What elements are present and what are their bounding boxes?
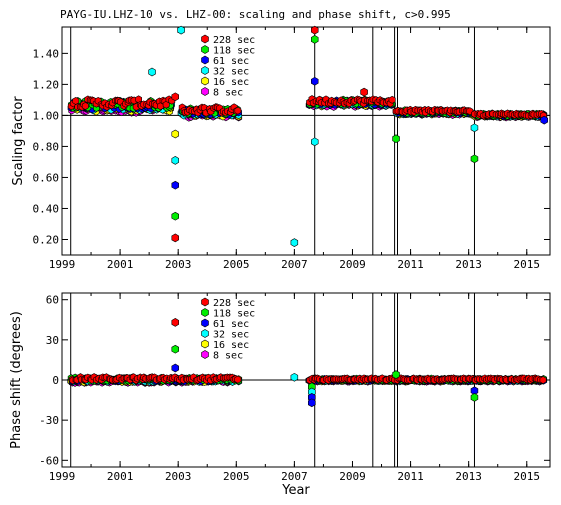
- legend-marker: [201, 329, 209, 338]
- y-tick-label: -60: [39, 454, 59, 467]
- outlier-point: [310, 137, 319, 147]
- outlier-point: [171, 233, 179, 243]
- legend-label: 61 sec: [213, 319, 249, 330]
- legend-marker: [201, 87, 209, 96]
- legend-label: 118 sec: [213, 309, 255, 320]
- outlier-point: [171, 129, 179, 139]
- outlier-point: [148, 67, 156, 77]
- y-axis-title: Phase shift (degrees): [9, 311, 24, 449]
- outlier-point: [307, 398, 316, 408]
- x-tick-label: 2015: [514, 470, 541, 483]
- legend-marker: [201, 350, 209, 359]
- outlier-point: [171, 363, 179, 373]
- legend-label: 8 sec: [213, 88, 243, 99]
- y-axis-title: Scaling factor: [11, 96, 26, 186]
- data-point: [234, 375, 242, 384]
- outlier-point: [470, 154, 479, 164]
- x-tick-label: 2009: [339, 470, 366, 483]
- y-tick-label: 1.00: [33, 109, 60, 122]
- outlier-point: [310, 25, 319, 35]
- outlier-point: [290, 238, 299, 247]
- y-tick-label: 30: [46, 334, 59, 347]
- chart-title: PAYG-IU.LHZ-10 vs. LHZ-00: scaling and p…: [60, 8, 451, 21]
- legend-marker: [201, 318, 209, 328]
- x-tick-label: 2005: [223, 258, 250, 271]
- outlier-point: [171, 211, 179, 221]
- plot-frame: [61, 26, 551, 256]
- x-tick-label: 2011: [397, 470, 424, 483]
- phase-shift-panel: 1999 2001 2003 2005 2007 2009 2011 2013 2015 -60 -…: [9, 292, 551, 498]
- x-tick-label: 2011: [397, 258, 424, 271]
- legend-label: 32 sec: [213, 67, 249, 78]
- x-tick-label: 2013: [455, 258, 482, 271]
- legend-label: 118 sec: [213, 46, 255, 57]
- x-tick-label: 2001: [107, 470, 134, 483]
- data-point: [81, 102, 89, 110]
- outlier-point: [360, 87, 368, 97]
- outlier-point: [171, 156, 179, 165]
- outlier-point: [470, 393, 479, 402]
- x-tick-label: 2005: [223, 470, 250, 483]
- y-tick-label: 0.80: [33, 140, 60, 153]
- legend-label: 228 sec: [213, 298, 255, 309]
- x-tick-label: 2009: [339, 258, 366, 271]
- outlier-point: [310, 35, 319, 44]
- outlier-point: [177, 25, 185, 35]
- data-point: [539, 376, 547, 384]
- x-tick-label: 2015: [514, 258, 541, 271]
- y-tick-label: 1.20: [33, 78, 60, 91]
- legend-marker: [201, 66, 209, 75]
- legend-label: 61 sec: [213, 56, 249, 67]
- outlier-point: [290, 372, 299, 382]
- outlier-point: [171, 92, 179, 102]
- y-tick-label: -30: [39, 414, 59, 427]
- outlier-point: [171, 318, 179, 327]
- outlier-point: [392, 134, 400, 144]
- y-tick-label: 1.40: [33, 47, 60, 60]
- data-point: [234, 106, 242, 115]
- outlier-point: [540, 115, 549, 125]
- data-point: [388, 95, 396, 104]
- legend-marker: [201, 308, 209, 317]
- x-tick-label: 2007: [281, 470, 308, 483]
- outlier-point: [171, 344, 179, 354]
- legend-marker: [201, 45, 209, 54]
- outlier-point: [171, 180, 179, 190]
- legend-marker: [201, 55, 209, 65]
- legend-label: 228 sec: [213, 35, 255, 46]
- x-axis-title: Year: [281, 483, 310, 498]
- x-tick-label: 1999: [49, 258, 76, 271]
- x-tick-label: 1999: [49, 470, 76, 483]
- y-tick-label: 0.20: [33, 233, 60, 246]
- legend-label: 16 sec: [213, 340, 249, 351]
- y-tick-label: 0: [52, 374, 59, 387]
- legend-label: 8 sec: [213, 351, 243, 362]
- outlier-point: [392, 370, 400, 379]
- outlier-point: [470, 123, 479, 133]
- x-tick-label: 2003: [165, 470, 192, 483]
- legend-marker: [201, 34, 209, 44]
- y-tick-label: 0.60: [33, 171, 60, 184]
- outlier-point: [310, 76, 319, 86]
- x-tick-label: 2001: [107, 258, 134, 271]
- scaling-factor-panel: 1999 2001 2003 2005 2007 2009 2011 2013 2015 0.20…: [11, 25, 551, 271]
- legend-label: 32 sec: [213, 330, 249, 341]
- x-tick-label: 2007: [281, 258, 308, 271]
- y-tick-label: 0.40: [33, 202, 60, 215]
- legend-label: 16 sec: [213, 77, 249, 88]
- legend-marker: [201, 297, 209, 307]
- x-tick-label: 2013: [455, 470, 482, 483]
- legend-marker: [201, 76, 209, 86]
- x-tick-label: 2003: [165, 258, 192, 271]
- y-tick-label: 60: [46, 294, 59, 307]
- legend-marker: [201, 339, 209, 349]
